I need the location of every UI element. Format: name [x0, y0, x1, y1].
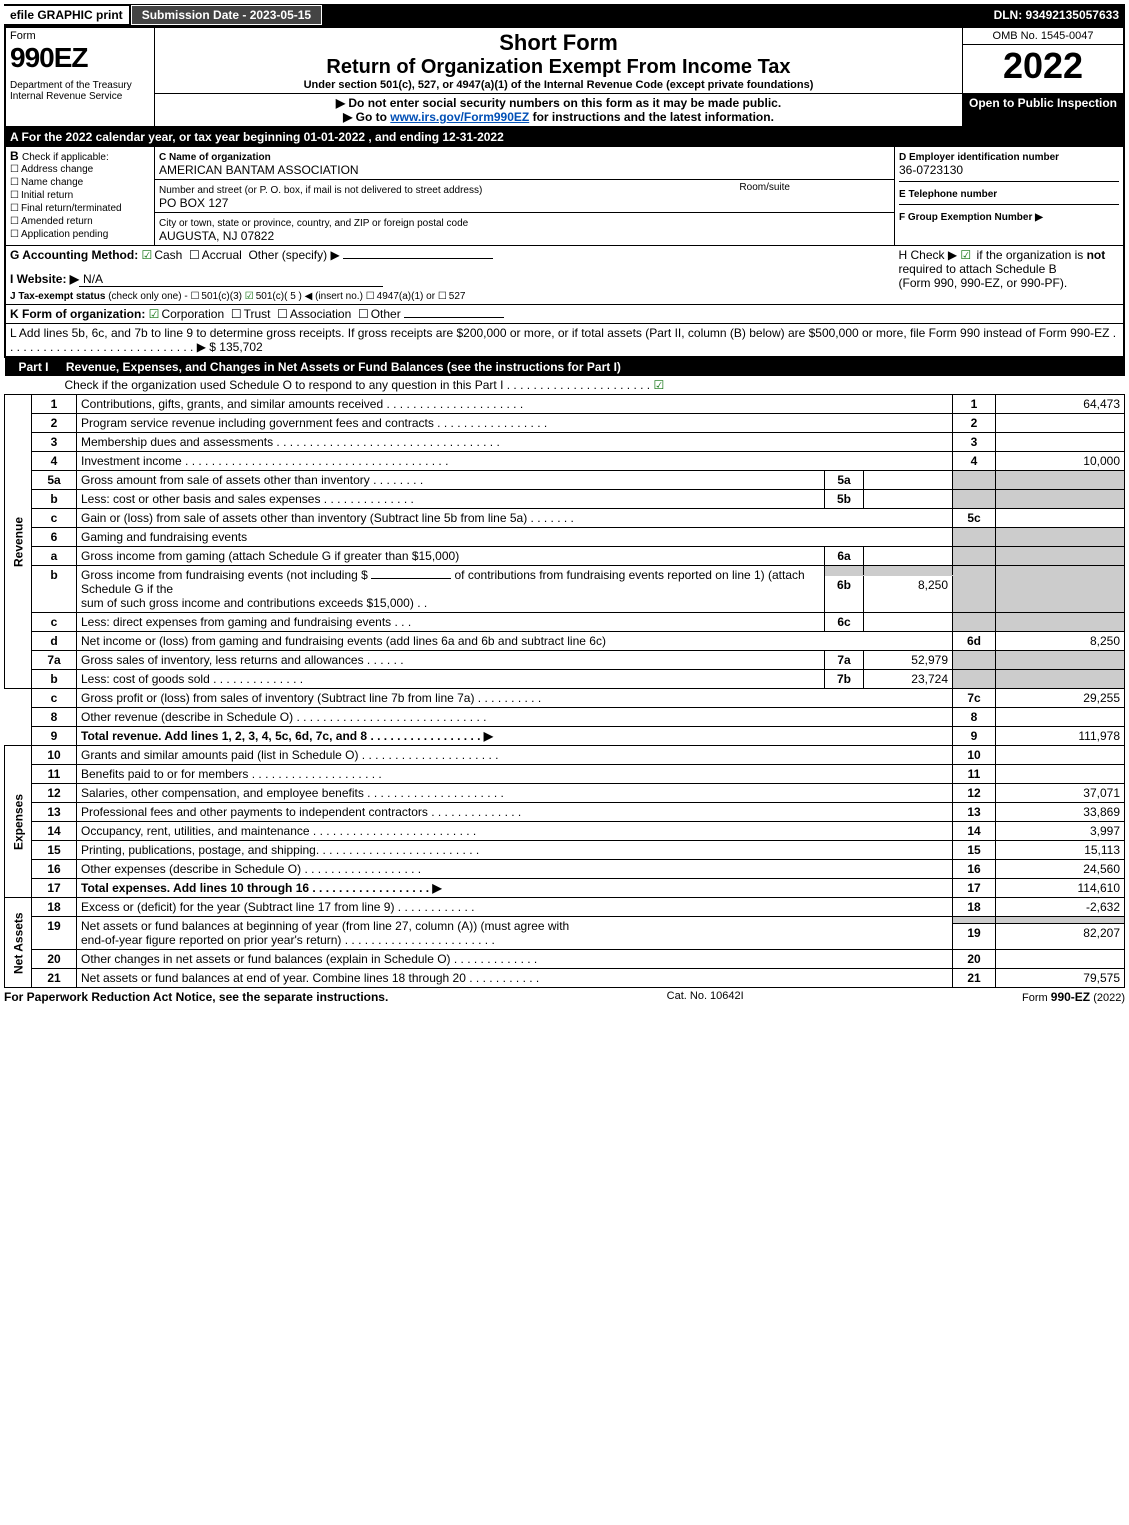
part-i-check: Check if the organization used Schedule … — [5, 376, 1125, 394]
expenses-vert: Expenses — [5, 746, 32, 898]
header-left-cell: Form 990EZ Department of the Treasury In… — [5, 27, 155, 127]
section-e: E Telephone number — [899, 182, 1119, 205]
netassets-vert: Net Assets — [5, 898, 32, 988]
section-h: H Check ▶ if the organization is not req… — [895, 246, 1125, 305]
short-form: Short Form — [159, 30, 958, 56]
info-block: B Check if applicable: Address change Na… — [4, 146, 1125, 358]
note2: ▶ Go to www.irs.gov/Form990EZ for instru… — [159, 110, 958, 124]
section-k: K Form of organization: Corporation Trus… — [5, 305, 1124, 324]
dept: Department of the Treasury — [10, 80, 150, 91]
part-i-header-row: Part I Revenue, Expenses, and Changes in… — [5, 358, 1125, 395]
top-bar: efile GRAPHIC print Submission Date - 20… — [4, 4, 1125, 26]
section-c-city: City or town, state or province, country… — [155, 213, 895, 246]
part-i-table: Part I Revenue, Expenses, and Changes in… — [4, 358, 1125, 988]
section-c-name: C Name of organization AMERICAN BANTAM A… — [155, 147, 895, 180]
part-i-num: Part I — [11, 358, 57, 376]
section-a: A For the 2022 calendar year, or tax yea… — [4, 128, 1125, 146]
form-number: 990EZ — [10, 42, 150, 74]
section-f: F Group Exemption Number ▶ — [899, 205, 1119, 223]
dln: DLN: 93492135057633 — [994, 8, 1125, 22]
header-center-top: Short Form Return of Organization Exempt… — [155, 27, 963, 94]
section-c-street: Number and street (or P. O. box, if mail… — [155, 180, 895, 213]
section-i: I Website: ▶N/A — [10, 272, 891, 287]
header-right-top: OMB No. 1545-0047 2022 — [963, 27, 1125, 94]
efile-label: efile GRAPHIC print — [4, 6, 129, 24]
section-g: G Accounting Method: Cash Accrual Other … — [10, 248, 891, 262]
top-bar-left: efile GRAPHIC print Submission Date - 20… — [4, 5, 322, 25]
cb-pending[interactable]: Application pending — [10, 228, 150, 241]
checkbox-list: Address change Name change Initial retur… — [10, 163, 150, 241]
section-right: D Employer identification number 36-0723… — [895, 147, 1125, 246]
footer: For Paperwork Reduction Act Notice, see … — [4, 988, 1125, 1004]
line-6b-desc: Gross income from fundraising events (no… — [77, 566, 825, 613]
irs: Internal Revenue Service — [10, 91, 150, 102]
cb-initial[interactable]: Initial return — [10, 189, 150, 202]
omb: OMB No. 1545-0047 — [963, 28, 1123, 45]
amt-1: 64,473 — [996, 395, 1125, 414]
cb-name[interactable]: Name change — [10, 176, 150, 189]
line-19-desc: Net assets or fund balances at beginning… — [77, 917, 953, 950]
open-box: Open to Public Inspection — [963, 94, 1125, 128]
section-l: L Add lines 5b, 6c, and 7b to line 9 to … — [5, 324, 1124, 358]
footer-center: Cat. No. 10642I — [667, 990, 744, 1004]
part-i-title: Revenue, Expenses, and Changes in Net As… — [66, 360, 621, 374]
revenue-vert: Revenue — [5, 395, 32, 689]
irs-link[interactable]: www.irs.gov/Form990EZ — [390, 110, 529, 124]
form-word: Form — [10, 30, 150, 42]
note1: ▶ Do not enter social security numbers o… — [159, 96, 958, 110]
accrual-check[interactable] — [189, 248, 202, 262]
section-g-i-j: G Accounting Method: Cash Accrual Other … — [5, 246, 895, 305]
footer-right: Form 990-EZ (2022) — [1022, 990, 1125, 1004]
year: 2022 — [963, 45, 1123, 87]
org-name: AMERICAN BANTAM ASSOCIATION — [159, 163, 359, 177]
header-table: Form 990EZ Department of the Treasury In… — [4, 26, 1125, 128]
subtitle: Under section 501(c), 527, or 4947(a)(1)… — [159, 79, 958, 91]
cb-final[interactable]: Final return/terminated — [10, 202, 150, 215]
footer-left: For Paperwork Reduction Act Notice, see … — [4, 990, 388, 1004]
cb-address[interactable]: Address change — [10, 163, 150, 176]
section-d: D Employer identification number 36-0723… — [899, 149, 1119, 182]
section-b: B Check if applicable: Address change Na… — [5, 147, 155, 246]
header-center-bottom: ▶ Do not enter social security numbers o… — [155, 94, 963, 128]
title-main: Return of Organization Exempt From Incom… — [159, 56, 958, 79]
cash-check[interactable] — [142, 248, 155, 262]
submission-date: Submission Date - 2023-05-15 — [131, 5, 322, 25]
section-j: J Tax-exempt status (check only one) - 5… — [10, 291, 891, 302]
cb-amended[interactable]: Amended return — [10, 215, 150, 228]
